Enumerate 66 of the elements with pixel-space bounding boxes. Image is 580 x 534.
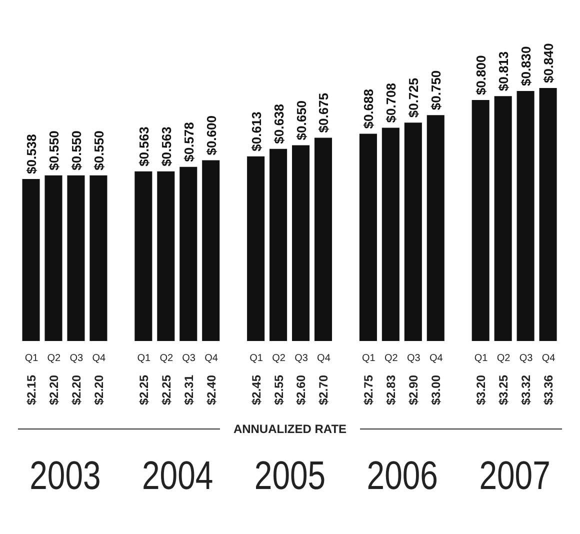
x-tick-label: Q1 — [250, 353, 264, 364]
text: $2.70 — [316, 374, 331, 406]
text: $2.20 — [69, 374, 84, 406]
data-label: $0.550 — [46, 130, 62, 170]
x-tick-label: Q4 — [429, 353, 444, 364]
data-label: $0.750 — [428, 70, 444, 110]
data-label: $0.725 — [406, 78, 422, 118]
text: $2.25 — [159, 374, 174, 406]
data-label: $0.800 — [474, 55, 489, 96]
data-label: $0.550 — [91, 130, 106, 170]
text: $3.32 — [519, 374, 534, 406]
data-label: $0.600 — [204, 116, 219, 156]
x-tick-label: Q4 — [92, 353, 106, 364]
text: 2007 — [479, 452, 550, 498]
data-label: $0.675 — [316, 92, 332, 133]
text: $2.60 — [294, 374, 308, 406]
data-label: $0.638 — [271, 104, 286, 144]
text: $2.20 — [92, 374, 106, 406]
text: $2.40 — [204, 374, 218, 406]
data-label: $0.830 — [518, 46, 534, 86]
text: 2004 — [142, 452, 214, 498]
data-label: $0.813 — [496, 51, 512, 92]
data-label: $0.578 — [181, 122, 196, 162]
x-tick-label: Q4 — [204, 353, 218, 364]
x-tick-label: Q2 — [272, 353, 286, 364]
text: 2006 — [366, 452, 438, 498]
data-label: $0.563 — [158, 126, 174, 166]
data-label: $0.650 — [294, 100, 309, 140]
text: $2.25 — [136, 374, 151, 406]
x-tick-label: Q1 — [362, 353, 376, 364]
x-tick-label: Q3 — [70, 353, 84, 364]
text: $2.55 — [272, 374, 286, 406]
x-tick-label: Q3 — [519, 353, 534, 364]
x-tick-label: Q3 — [294, 353, 308, 364]
data-label: $0.563 — [136, 126, 152, 166]
x-tick-label: Q1 — [474, 353, 488, 364]
text: $2.31 — [182, 374, 196, 406]
text: $2.15 — [24, 374, 38, 406]
x-tick-label: Q2 — [47, 353, 62, 364]
data-label: $0.550 — [68, 130, 84, 170]
data-label: $0.538 — [24, 134, 40, 174]
text: $2.83 — [384, 374, 398, 406]
data-label: $0.840 — [541, 43, 556, 83]
text: 2003 — [30, 452, 101, 498]
x-tick-label: Q2 — [496, 353, 511, 364]
data-label: $0.688 — [361, 89, 376, 129]
data-label: $0.613 — [248, 112, 264, 152]
data-label: $0.708 — [384, 82, 399, 123]
x-tick-label: Q4 — [317, 353, 331, 364]
text: $3.25 — [496, 374, 511, 406]
text: ANNUALIZED RATE — [233, 422, 347, 436]
x-tick-label: Q1 — [137, 353, 151, 364]
x-tick-label: Q1 — [24, 353, 39, 364]
text: 2005 — [254, 452, 326, 498]
text: $2.20 — [46, 374, 61, 406]
x-tick-label: Q3 — [406, 353, 421, 364]
x-tick-label: Q3 — [182, 353, 196, 364]
text: $3.36 — [542, 374, 556, 406]
text: $3.00 — [429, 374, 444, 406]
x-tick-label: Q2 — [160, 353, 174, 364]
x-tick-label: Q4 — [542, 353, 556, 364]
text: $2.75 — [362, 374, 376, 406]
text: $2.45 — [249, 374, 264, 406]
text: $3.20 — [474, 374, 488, 406]
text: $2.90 — [406, 374, 421, 406]
x-tick-label: Q2 — [384, 353, 398, 364]
